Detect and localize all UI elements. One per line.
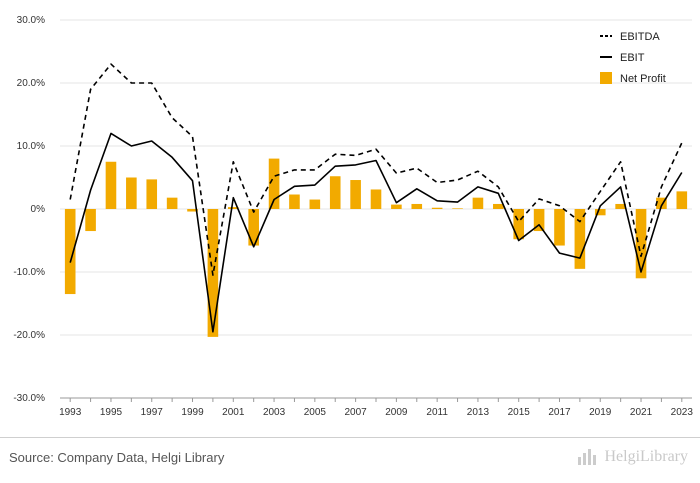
- x-tick-label: 2017: [548, 407, 571, 418]
- line-series: [69, 63, 683, 333]
- brand-name: HelgiLibrary: [604, 448, 688, 465]
- legend-label-ebitda: EBITDA: [620, 31, 660, 43]
- net-profit-bar: [594, 209, 606, 216]
- net-profit-bar: [85, 209, 96, 232]
- y-tick-label: -20.0%: [13, 330, 45, 341]
- net-profit-bar: [676, 191, 688, 209]
- net-profit-bar: [105, 161, 117, 209]
- net-profit-bar: [574, 209, 586, 269]
- net-profit-bar: [452, 208, 463, 209]
- legend-swatch-net-profit: [600, 72, 612, 84]
- x-tick-label: 2003: [263, 407, 286, 418]
- chart: 30.0% 20.0% 10.0% 0% -10.0% -20.0% -30.0% 1993…: [13, 15, 693, 418]
- legend: EBITDA EBIT Net Profit: [600, 31, 666, 85]
- net-profit-bar: [391, 204, 402, 209]
- x-tick-label: 1999: [181, 407, 204, 418]
- net-profit-bar: [268, 158, 280, 209]
- net-profit-bar: [350, 180, 361, 209]
- net-profit-bar: [554, 209, 565, 246]
- legend-label-net-profit: Net Profit: [620, 73, 666, 85]
- net-profit-bar: [64, 209, 76, 295]
- net-profit-bar: [635, 209, 647, 279]
- y-tick-label: -10.0%: [13, 267, 45, 278]
- net-profit-bar: [309, 199, 321, 209]
- y-tick-label: 20.0%: [17, 78, 45, 89]
- y-tick-label: 0%: [31, 204, 46, 215]
- x-tick-label: 2019: [589, 407, 612, 418]
- x-tick-label: 2009: [385, 407, 408, 418]
- net-profit-bar: [431, 207, 443, 209]
- net-profit-bar: [187, 209, 198, 212]
- source-text: Source: Company Data, Helgi Library: [9, 450, 225, 465]
- net-profit-bar: [166, 197, 178, 209]
- x-tick-label: 2005: [304, 407, 327, 418]
- y-tick-label: 10.0%: [17, 141, 45, 152]
- net-profit-bar: [513, 209, 525, 240]
- net-profit-bar: [493, 203, 504, 209]
- net-profit-bar: [146, 179, 158, 209]
- ebit-line: [69, 132, 683, 333]
- legend-label-ebit: EBIT: [620, 52, 645, 64]
- net-profit-bar: [248, 209, 259, 246]
- net-profit-bar: [227, 207, 239, 209]
- net-profit-bar: [472, 197, 484, 209]
- x-axis-ticks: 1993 1995 1997 1999 2001 2003 2005 2007 2009 2011…: [59, 398, 693, 418]
- x-tick-label: 2011: [426, 407, 448, 418]
- net-profit-bar: [329, 176, 341, 209]
- x-tick-label: 2015: [508, 407, 531, 418]
- x-tick-label: 1995: [100, 407, 123, 418]
- x-tick-label: 2013: [467, 407, 490, 418]
- ebitda-line: [69, 63, 683, 276]
- x-tick-label: 2021: [630, 407, 653, 418]
- brand-icon: [578, 449, 600, 465]
- net-profit-bars: [64, 158, 688, 337]
- y-tick-label: -30.0%: [13, 393, 45, 404]
- net-profit-bar: [126, 177, 137, 209]
- net-profit-bar: [370, 189, 382, 209]
- net-profit-bar: [533, 209, 545, 232]
- net-profit-bar: [615, 203, 626, 209]
- net-profit-bar: [411, 203, 423, 209]
- net-profit-bar: [656, 197, 667, 209]
- y-tick-label: 30.0%: [17, 15, 45, 26]
- x-tick-label: 1993: [59, 407, 82, 418]
- net-profit-bar: [289, 194, 300, 209]
- x-tick-label: 2001: [222, 407, 245, 418]
- footer-divider: [0, 437, 700, 438]
- y-axis-ticks: 30.0% 20.0% 10.0% 0% -10.0% -20.0% -30.0%: [13, 15, 45, 404]
- brand-logo: HelgiLibrary: [578, 448, 688, 466]
- x-tick-label: 2007: [344, 407, 367, 418]
- x-tick-label: 1997: [141, 407, 164, 418]
- x-tick-label: 2023: [671, 407, 694, 418]
